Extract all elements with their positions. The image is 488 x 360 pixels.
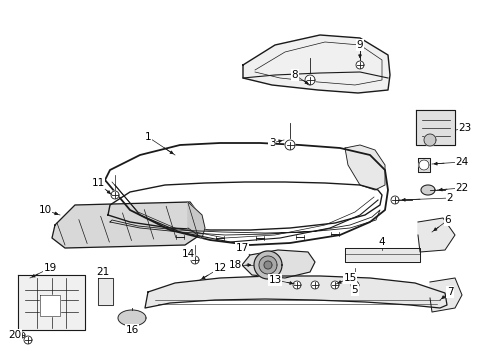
- Text: 23: 23: [457, 123, 470, 133]
- Polygon shape: [330, 281, 338, 289]
- Polygon shape: [355, 61, 363, 69]
- Polygon shape: [98, 278, 113, 305]
- Polygon shape: [105, 143, 387, 245]
- Text: 20: 20: [8, 330, 21, 340]
- Text: 3: 3: [268, 138, 275, 148]
- Text: 10: 10: [39, 205, 51, 215]
- Polygon shape: [19, 332, 25, 338]
- Text: 18: 18: [228, 260, 241, 270]
- Polygon shape: [429, 278, 461, 312]
- Polygon shape: [305, 75, 314, 85]
- Polygon shape: [243, 35, 389, 93]
- Polygon shape: [423, 134, 435, 146]
- Text: 24: 24: [454, 157, 468, 167]
- Polygon shape: [191, 256, 199, 264]
- Text: 5: 5: [351, 285, 358, 295]
- Polygon shape: [24, 336, 32, 344]
- Text: 11: 11: [91, 178, 104, 188]
- Text: 8: 8: [291, 70, 298, 80]
- Text: 2: 2: [446, 193, 452, 203]
- Text: 16: 16: [125, 325, 138, 335]
- Polygon shape: [111, 191, 119, 199]
- Polygon shape: [52, 202, 202, 248]
- Polygon shape: [242, 250, 314, 278]
- Polygon shape: [345, 248, 419, 262]
- Text: 13: 13: [268, 275, 281, 285]
- Text: 9: 9: [356, 40, 363, 50]
- Polygon shape: [345, 145, 384, 190]
- Text: 6: 6: [444, 215, 450, 225]
- Polygon shape: [145, 276, 446, 308]
- Text: 21: 21: [96, 267, 109, 277]
- Polygon shape: [264, 261, 271, 269]
- Text: 17: 17: [235, 243, 248, 253]
- Polygon shape: [417, 158, 429, 172]
- Polygon shape: [390, 196, 398, 204]
- Polygon shape: [259, 256, 276, 274]
- Polygon shape: [187, 202, 204, 238]
- Polygon shape: [118, 310, 146, 326]
- Polygon shape: [285, 140, 294, 150]
- Polygon shape: [350, 281, 358, 289]
- Text: 19: 19: [43, 263, 57, 273]
- Polygon shape: [292, 281, 301, 289]
- Polygon shape: [253, 251, 282, 279]
- Polygon shape: [310, 281, 318, 289]
- Text: 7: 7: [446, 287, 452, 297]
- Text: 22: 22: [454, 183, 468, 193]
- Polygon shape: [415, 110, 454, 145]
- Polygon shape: [417, 218, 454, 252]
- Polygon shape: [418, 160, 428, 170]
- Text: 14: 14: [181, 249, 194, 259]
- Text: 1: 1: [144, 132, 151, 142]
- Polygon shape: [40, 295, 60, 316]
- Polygon shape: [18, 275, 85, 330]
- Polygon shape: [420, 185, 434, 195]
- Text: 15: 15: [343, 273, 356, 283]
- Text: 12: 12: [213, 263, 226, 273]
- Text: 4: 4: [378, 237, 385, 247]
